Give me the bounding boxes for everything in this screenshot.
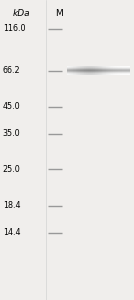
Bar <box>112 66 113 75</box>
Bar <box>92 66 93 75</box>
Bar <box>72 66 73 75</box>
Bar <box>99 66 100 75</box>
Bar <box>75 66 76 75</box>
Text: 18.4: 18.4 <box>3 201 20 210</box>
Bar <box>91 66 92 75</box>
Bar <box>122 66 123 75</box>
Bar <box>111 66 112 75</box>
Bar <box>113 66 114 75</box>
Bar <box>81 66 82 75</box>
Bar <box>128 66 129 75</box>
Bar <box>103 66 104 75</box>
Bar <box>94 66 95 75</box>
Bar <box>115 66 116 75</box>
Bar <box>84 66 85 75</box>
Bar <box>96 66 97 75</box>
Bar <box>110 66 111 75</box>
Text: 35.0: 35.0 <box>3 129 20 138</box>
Bar <box>74 66 75 75</box>
Bar <box>104 66 105 75</box>
Bar <box>100 66 101 75</box>
Bar <box>90 66 91 75</box>
Bar <box>87 66 88 75</box>
Text: 66.2: 66.2 <box>3 66 20 75</box>
Text: 45.0: 45.0 <box>3 102 20 111</box>
Bar <box>88 66 89 75</box>
Bar <box>79 66 80 75</box>
Bar <box>118 66 119 75</box>
Bar <box>80 66 81 75</box>
Bar <box>76 66 77 75</box>
Bar <box>71 66 72 75</box>
Bar <box>73 66 74 75</box>
Bar <box>114 66 115 75</box>
Bar <box>97 66 98 75</box>
Bar <box>126 66 127 75</box>
Bar <box>121 66 122 75</box>
Bar <box>117 66 118 75</box>
Bar <box>120 66 121 75</box>
Bar <box>70 66 71 75</box>
Text: 116.0: 116.0 <box>3 24 25 33</box>
Bar <box>123 66 124 75</box>
Bar <box>77 66 78 75</box>
Bar <box>89 66 90 75</box>
Bar <box>69 66 70 75</box>
Bar <box>102 66 103 75</box>
Bar <box>68 66 69 75</box>
Text: kDa: kDa <box>13 9 30 18</box>
Bar <box>93 66 94 75</box>
Text: 25.0: 25.0 <box>3 165 20 174</box>
Bar <box>86 66 87 75</box>
Bar <box>119 66 120 75</box>
Bar <box>116 66 117 75</box>
Bar <box>109 66 110 75</box>
Bar <box>85 66 86 75</box>
Bar <box>129 66 130 75</box>
Bar <box>98 66 99 75</box>
Bar <box>95 66 96 75</box>
Bar <box>105 66 106 75</box>
Text: M: M <box>55 9 63 18</box>
Bar <box>67 66 68 75</box>
Bar <box>127 66 128 75</box>
Text: 14.4: 14.4 <box>3 228 20 237</box>
Bar <box>108 66 109 75</box>
Bar <box>107 66 108 75</box>
Bar <box>78 66 79 75</box>
Bar <box>124 66 125 75</box>
Bar <box>83 66 84 75</box>
Bar <box>125 66 126 75</box>
Bar <box>82 66 83 75</box>
Bar <box>106 66 107 75</box>
Bar <box>101 66 102 75</box>
